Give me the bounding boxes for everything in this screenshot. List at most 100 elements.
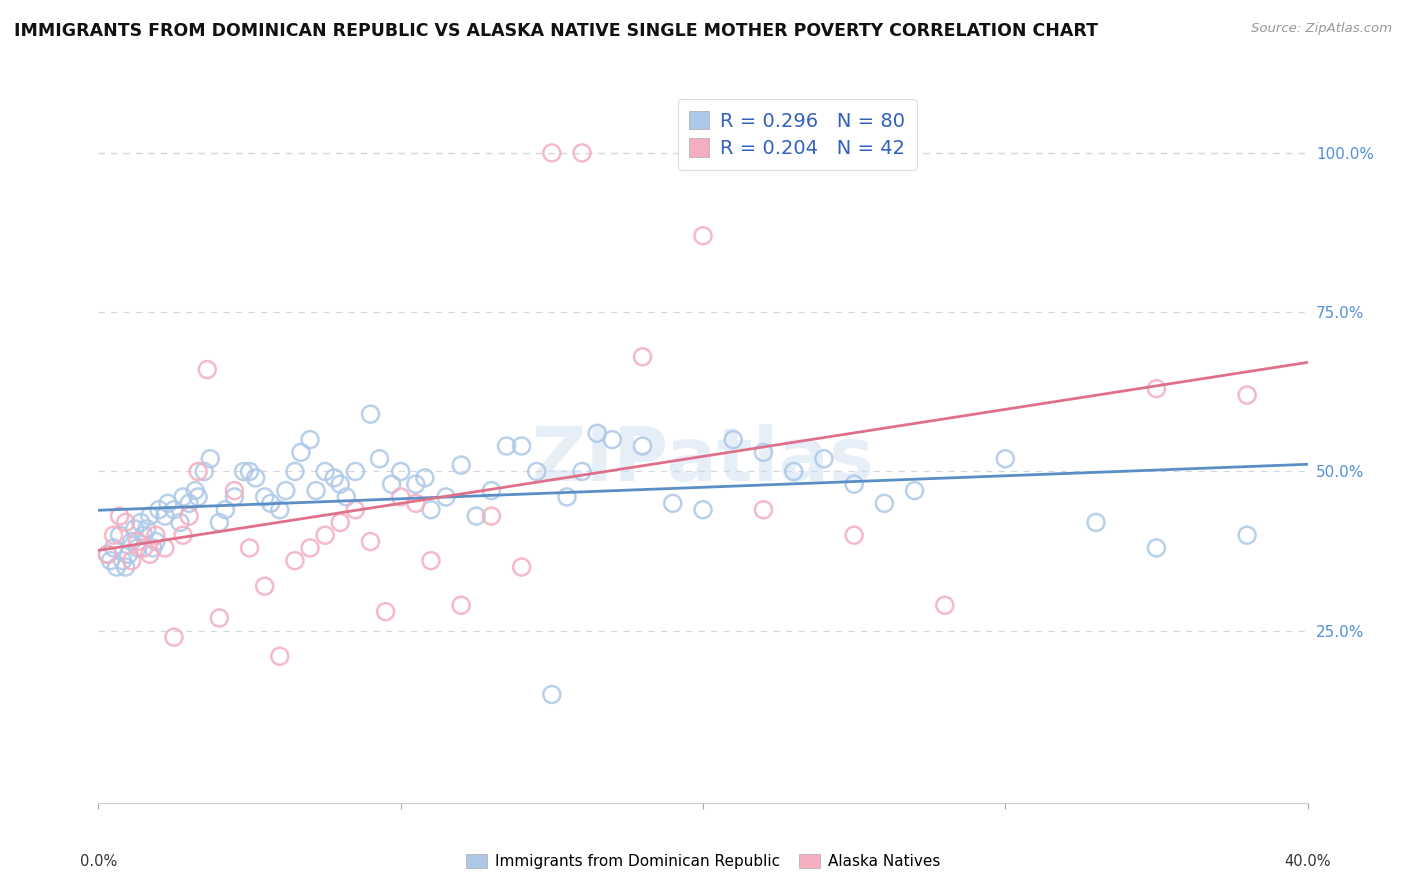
Point	[121, 554, 143, 568]
Point	[314, 465, 336, 479]
Point	[269, 502, 291, 516]
Point	[844, 477, 866, 491]
Point	[187, 490, 209, 504]
Text: ZIPatlas: ZIPatlas	[531, 424, 875, 497]
Point	[571, 465, 593, 479]
Point	[139, 547, 162, 561]
Point	[465, 509, 488, 524]
Point	[329, 477, 352, 491]
Point	[208, 516, 231, 530]
Point	[232, 465, 254, 479]
Point	[135, 522, 157, 536]
Point	[1085, 516, 1108, 530]
Point	[540, 688, 562, 702]
Point	[662, 496, 685, 510]
Point	[118, 547, 141, 561]
Point	[934, 599, 956, 613]
Point	[381, 477, 404, 491]
Point	[290, 445, 312, 459]
Point	[184, 483, 207, 498]
Point	[540, 145, 562, 160]
Point	[752, 502, 775, 516]
Text: 40.0%: 40.0%	[1284, 854, 1331, 869]
Point	[299, 541, 322, 555]
Point	[602, 433, 624, 447]
Point	[114, 560, 136, 574]
Point	[200, 451, 222, 466]
Point	[179, 496, 201, 510]
Point	[413, 471, 436, 485]
Point	[526, 465, 548, 479]
Point	[96, 547, 118, 561]
Point	[299, 433, 322, 447]
Point	[389, 465, 412, 479]
Point	[571, 145, 593, 160]
Point	[114, 516, 136, 530]
Point	[172, 490, 194, 504]
Point	[335, 490, 357, 504]
Point	[510, 439, 533, 453]
Point	[187, 465, 209, 479]
Point	[314, 528, 336, 542]
Point	[873, 496, 896, 510]
Point	[586, 426, 609, 441]
Point	[495, 439, 517, 453]
Point	[142, 541, 165, 555]
Point	[108, 528, 131, 542]
Point	[193, 465, 215, 479]
Point	[132, 541, 155, 555]
Text: 0.0%: 0.0%	[80, 854, 117, 869]
Point	[127, 541, 149, 555]
Text: IMMIGRANTS FROM DOMINICAN REPUBLIC VS ALASKA NATIVE SINGLE MOTHER POVERTY CORREL: IMMIGRANTS FROM DOMINICAN REPUBLIC VS AL…	[14, 22, 1098, 40]
Point	[405, 496, 427, 510]
Point	[783, 465, 806, 479]
Point	[145, 534, 167, 549]
Point	[631, 350, 654, 364]
Point	[723, 433, 745, 447]
Point	[510, 560, 533, 574]
Point	[360, 407, 382, 421]
Point	[284, 554, 307, 568]
Point	[368, 451, 391, 466]
Point	[245, 471, 267, 485]
Point	[214, 502, 236, 516]
Point	[692, 228, 714, 243]
Point	[813, 451, 835, 466]
Point	[274, 483, 297, 498]
Point	[323, 471, 346, 485]
Point	[103, 541, 125, 555]
Point	[904, 483, 927, 498]
Point	[179, 509, 201, 524]
Point	[239, 465, 262, 479]
Point	[284, 465, 307, 479]
Point	[208, 611, 231, 625]
Point	[100, 554, 122, 568]
Point	[127, 534, 149, 549]
Legend: Immigrants from Dominican Republic, Alaska Natives: Immigrants from Dominican Republic, Alas…	[460, 848, 946, 875]
Point	[844, 528, 866, 542]
Point	[169, 516, 191, 530]
Point	[329, 516, 352, 530]
Point	[105, 560, 128, 574]
Point	[195, 362, 218, 376]
Point	[224, 490, 246, 504]
Point	[139, 509, 162, 524]
Point	[156, 496, 179, 510]
Point	[389, 490, 412, 504]
Point	[153, 509, 176, 524]
Point	[1236, 388, 1258, 402]
Point	[145, 528, 167, 542]
Point	[360, 534, 382, 549]
Point	[481, 483, 503, 498]
Point	[450, 458, 472, 472]
Point	[1144, 541, 1167, 555]
Point	[96, 547, 118, 561]
Legend: R = 0.296   N = 80, R = 0.204   N = 42: R = 0.296 N = 80, R = 0.204 N = 42	[678, 99, 917, 169]
Point	[434, 490, 457, 504]
Point	[253, 579, 276, 593]
Point	[344, 465, 367, 479]
Point	[124, 522, 146, 536]
Point	[260, 496, 283, 510]
Point	[172, 528, 194, 542]
Point	[420, 554, 443, 568]
